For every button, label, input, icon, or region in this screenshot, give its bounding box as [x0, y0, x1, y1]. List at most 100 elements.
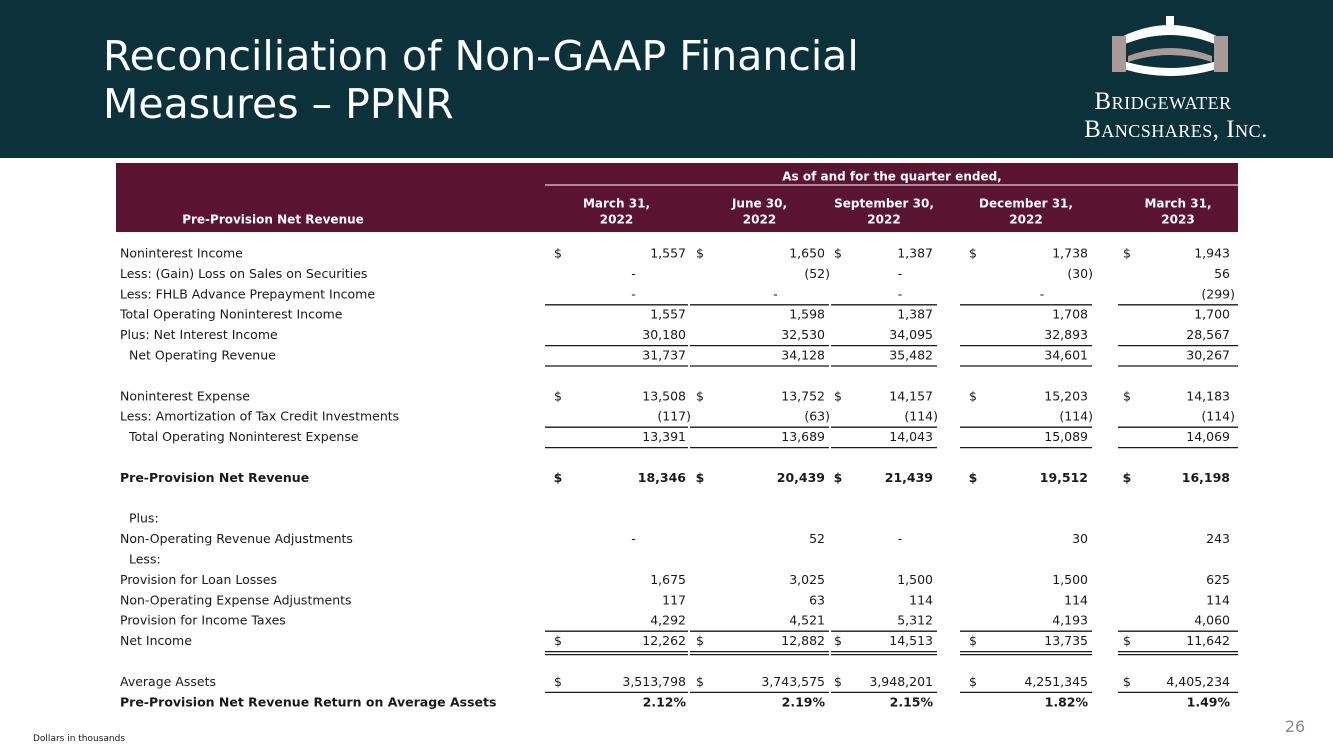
- currency-sign: $: [554, 388, 562, 403]
- cell-value: -: [773, 286, 778, 301]
- column-header: September 30,: [834, 197, 934, 211]
- cell-value: 56: [1214, 266, 1230, 281]
- title-line: Reconciliation of Non-GAAP Financial: [103, 32, 859, 80]
- cell-value: 15,203: [1044, 388, 1088, 403]
- title-line: Measures – PPNR: [103, 80, 454, 128]
- column-header: 2022: [867, 213, 900, 227]
- cell-value: 3,948,201: [869, 674, 933, 689]
- currency-sign: $: [834, 388, 842, 403]
- cell-value: 1,598: [789, 307, 825, 322]
- cell-value: 13,391: [642, 429, 686, 444]
- column-header: March 31,: [583, 197, 650, 211]
- cell-value: -: [631, 286, 636, 301]
- cell-value: 1,500: [1052, 572, 1088, 587]
- cell-value: 32,893: [1044, 327, 1088, 342]
- currency-sign: $: [969, 388, 977, 403]
- cell-value: 14,157: [889, 388, 933, 403]
- cell-value: 12,882: [781, 633, 825, 648]
- cell-value: 28,567: [1186, 327, 1230, 342]
- cell-value: 30,180: [642, 327, 686, 342]
- currency-sign: $: [696, 674, 704, 689]
- cell-value: (52): [804, 266, 830, 281]
- cell-value: 3,025: [789, 572, 825, 587]
- cell-value: 14,513: [889, 633, 933, 648]
- cell-value: 63: [809, 592, 825, 607]
- logo-text: Bancshares, Inc.: [1084, 116, 1268, 143]
- cell-value: 34,095: [889, 327, 933, 342]
- cell-value: 1,387: [897, 307, 933, 322]
- cell-value: (114): [904, 409, 938, 424]
- row-header: Pre-Provision Net Revenue: [182, 213, 364, 227]
- row-label: Noninterest Income: [120, 246, 243, 261]
- currency-sign: $: [969, 246, 977, 261]
- currency-sign: $: [554, 633, 562, 648]
- currency-sign: $: [696, 246, 704, 261]
- currency-sign: $: [1123, 674, 1131, 689]
- cell-value: -: [631, 266, 636, 281]
- cell-value: 1,708: [1052, 307, 1088, 322]
- cell-value: 1,700: [1194, 307, 1230, 322]
- column-header: 2022: [600, 213, 633, 227]
- cell-value: 19,512: [1040, 470, 1088, 485]
- currency-sign: $: [834, 674, 842, 689]
- column-header: 2022: [1009, 213, 1042, 227]
- cell-value: 114: [909, 592, 933, 607]
- cell-value: 2.15%: [890, 694, 934, 709]
- header-band: [0, 0, 1333, 158]
- cell-value: 30: [1072, 531, 1088, 546]
- cell-value: 4,193: [1052, 613, 1088, 628]
- cell-value: 14,183: [1186, 388, 1230, 403]
- column-header: March 31,: [1144, 197, 1211, 211]
- cell-value: 3,513,798: [622, 674, 686, 689]
- cell-value: 1,650: [789, 246, 825, 261]
- cell-value: -: [631, 531, 636, 546]
- cell-value: 114: [1064, 592, 1088, 607]
- row-label: Non-Operating Expense Adjustments: [120, 592, 352, 607]
- cell-value: 15,089: [1044, 429, 1088, 444]
- currency-sign: $: [969, 674, 977, 689]
- cell-value: 31,737: [642, 348, 686, 363]
- currency-sign: $: [834, 246, 842, 261]
- row-label: Plus:: [129, 511, 159, 526]
- table-header-band: [116, 163, 1238, 232]
- cell-value: 1,738: [1052, 246, 1088, 261]
- cell-value: 3,743,575: [761, 674, 825, 689]
- currency-sign: $: [1123, 470, 1132, 485]
- cell-value: -: [898, 266, 903, 281]
- currency-sign: $: [696, 388, 704, 403]
- row-label: Pre-Provision Net Revenue Return on Aver…: [120, 694, 496, 709]
- cell-value: 1,387: [897, 246, 933, 261]
- row-label: Plus: Net Interest Income: [120, 327, 278, 342]
- cell-value: 11,642: [1186, 633, 1230, 648]
- cell-value: (299): [1201, 286, 1235, 301]
- logo-mark: [1112, 16, 1228, 76]
- cell-value: 21,439: [885, 470, 933, 485]
- cell-value: 16,198: [1182, 470, 1230, 485]
- cell-value: 1,557: [650, 307, 686, 322]
- cell-value: 14,043: [889, 429, 933, 444]
- row-label: Total Operating Noninterest Expense: [128, 429, 359, 444]
- row-label: Non-Operating Revenue Adjustments: [120, 531, 353, 546]
- row-label: Less: Amortization of Tax Credit Investm…: [120, 409, 399, 424]
- currency-sign: $: [1123, 633, 1131, 648]
- cell-value: 1,943: [1194, 246, 1230, 261]
- cell-value: 4,292: [650, 613, 686, 628]
- cell-value: 34,601: [1044, 348, 1088, 363]
- cell-value: 4,060: [1194, 613, 1230, 628]
- currency-sign: $: [554, 674, 562, 689]
- row-label: Total Operating Noninterest Income: [119, 307, 343, 322]
- cell-value: 1,675: [650, 572, 686, 587]
- cell-value: 13,735: [1044, 633, 1088, 648]
- cell-value: 114: [1206, 592, 1230, 607]
- super-header: As of and for the quarter ended,: [782, 170, 1002, 184]
- cell-value: 52: [809, 531, 825, 546]
- cell-value: -: [898, 286, 903, 301]
- cell-value: 1,500: [897, 572, 933, 587]
- cell-value: 4,251,345: [1024, 674, 1088, 689]
- cell-value: 117: [662, 592, 686, 607]
- row-label: Less:: [129, 552, 161, 567]
- cell-value: 1,557: [650, 246, 686, 261]
- row-label: Provision for Income Taxes: [120, 613, 286, 628]
- cell-value: 13,752: [781, 388, 825, 403]
